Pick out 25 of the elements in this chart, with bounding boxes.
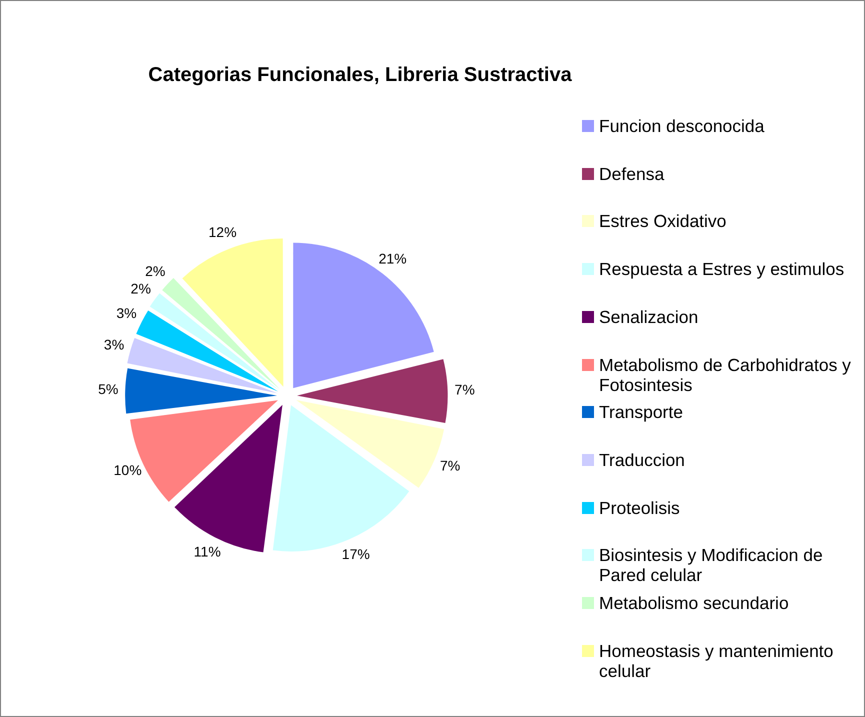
legend-label: Funcion desconocida xyxy=(599,116,766,136)
data-label: 5% xyxy=(98,381,118,398)
legend-label: Metabolismo secundario xyxy=(599,593,790,613)
data-label: 7% xyxy=(440,457,460,474)
legend-label: Transporte xyxy=(599,402,684,422)
data-label: 2% xyxy=(130,280,151,297)
legend-label: Traduccion xyxy=(599,450,686,470)
legend-label: Respuesta a Estres y estimulos xyxy=(599,259,846,280)
data-label: 21% xyxy=(378,250,407,267)
legend-label: Defensa xyxy=(599,164,666,184)
legend-label: Metabolismo de Carbohidratos y Fotosintesis xyxy=(599,354,852,394)
chart-title: Categorias Funcionales, Libreria Sustractiva xyxy=(147,63,573,87)
legend-label: Senalizacion xyxy=(599,306,700,327)
legend-label: Estres Oxidativo xyxy=(599,211,728,232)
data-label: 12% xyxy=(208,224,237,240)
data-label: 17% xyxy=(342,546,370,562)
data-label: 11% xyxy=(194,543,221,560)
legend-label: Homeostasis y mantenimiento celular xyxy=(599,640,834,681)
data-label: 2% xyxy=(145,263,166,280)
data-label: 3% xyxy=(104,336,124,353)
legend-label: Proteolisis xyxy=(599,498,681,518)
data-label: 10% xyxy=(114,462,142,478)
data-label: 7% xyxy=(454,381,475,398)
data-label: 3% xyxy=(116,305,137,322)
legend-label: Biosintesis y Modificacion de Pared celular xyxy=(599,545,824,586)
